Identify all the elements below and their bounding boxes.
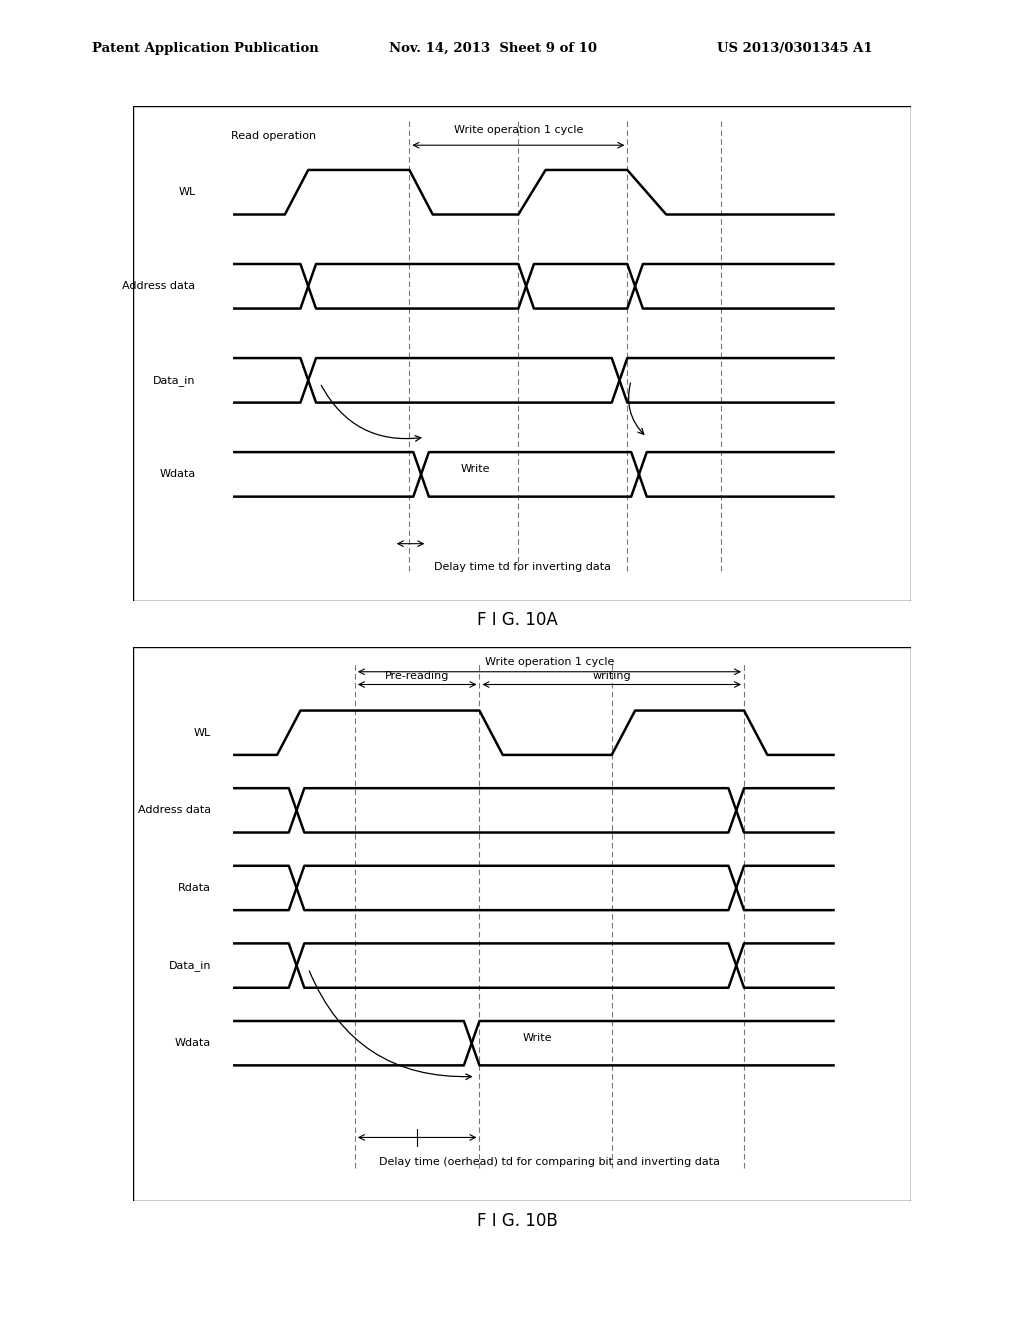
Text: Address data: Address data (138, 805, 211, 816)
Text: Write operation 1 cycle: Write operation 1 cycle (484, 657, 614, 668)
Text: Data_in: Data_in (168, 960, 211, 972)
Text: Write operation 1 cycle: Write operation 1 cycle (454, 125, 583, 136)
Text: Data_in: Data_in (153, 375, 196, 385)
Text: Read operation: Read operation (230, 131, 315, 141)
Text: US 2013/0301345 A1: US 2013/0301345 A1 (717, 42, 872, 55)
Text: Address data: Address data (122, 281, 196, 292)
Text: WL: WL (178, 187, 196, 197)
Text: F I G. 10B: F I G. 10B (477, 1212, 557, 1230)
Text: WL: WL (194, 727, 211, 738)
Text: F I G. 10A: F I G. 10A (477, 611, 557, 630)
Text: Rdata: Rdata (178, 883, 211, 892)
Text: Nov. 14, 2013  Sheet 9 of 10: Nov. 14, 2013 Sheet 9 of 10 (389, 42, 597, 55)
Text: Wdata: Wdata (159, 470, 196, 479)
Text: Patent Application Publication: Patent Application Publication (92, 42, 318, 55)
Text: Delay time td for inverting data: Delay time td for inverting data (434, 562, 610, 572)
Text: writing: writing (593, 671, 631, 681)
Text: Write: Write (461, 465, 490, 474)
Text: Write: Write (523, 1032, 553, 1043)
Text: Pre-reading: Pre-reading (385, 671, 450, 681)
Text: Delay time (oerhead) td for comparing bit and inverting data: Delay time (oerhead) td for comparing bi… (379, 1158, 720, 1167)
Text: Wdata: Wdata (175, 1039, 211, 1048)
